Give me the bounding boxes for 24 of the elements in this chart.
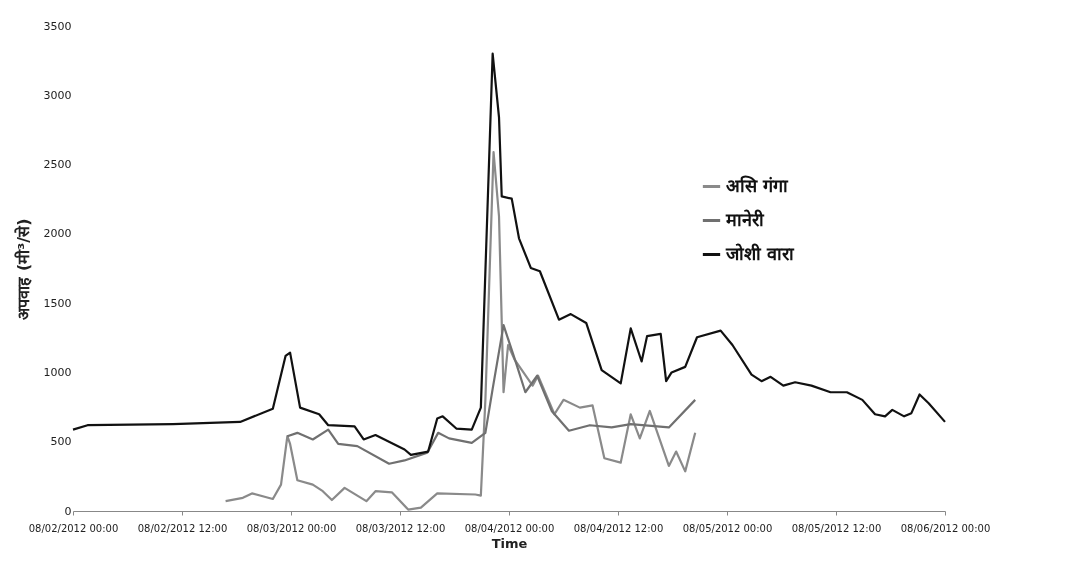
y-tick-label: 500 [50,435,72,449]
legend-label: असि गंगा [726,174,790,196]
x-tick-label: 08/05/2012 00:00 [682,522,773,534]
line-series [286,324,697,465]
x-tick-label: 08/05/2012 12:00 [791,522,882,534]
x-tick-label: 08/03/2012 00:00 [246,522,337,534]
y-tick-label: 1000 [43,365,72,379]
x-tick-label: 08/02/2012 12:00 [137,522,228,534]
x-axis-title: Time [491,535,528,551]
x-tick-label: 08/04/2012 12:00 [573,522,664,534]
y-tick-label: 1500 [43,296,72,310]
y-tick-label: 0 [64,504,72,518]
y-tick-label: 3500 [43,19,72,33]
x-tick-label: 08/04/2012 00:00 [464,522,555,534]
y-tick-label: 2500 [43,158,72,172]
x-tick-label: 08/06/2012 00:00 [900,522,991,534]
legend-label: मानेरी [725,208,765,230]
y-tick-label: 2000 [43,227,72,241]
x-tick-label: 08/03/2012 12:00 [355,522,446,534]
legend-label: जोशी वारा [725,242,796,264]
y-tick-label: 3000 [43,88,72,102]
x-tick-label: 08/02/2012 00:00 [28,522,119,534]
y-axis-title: अपवाह (मी³/से) [13,218,33,320]
line-series [71,52,947,456]
